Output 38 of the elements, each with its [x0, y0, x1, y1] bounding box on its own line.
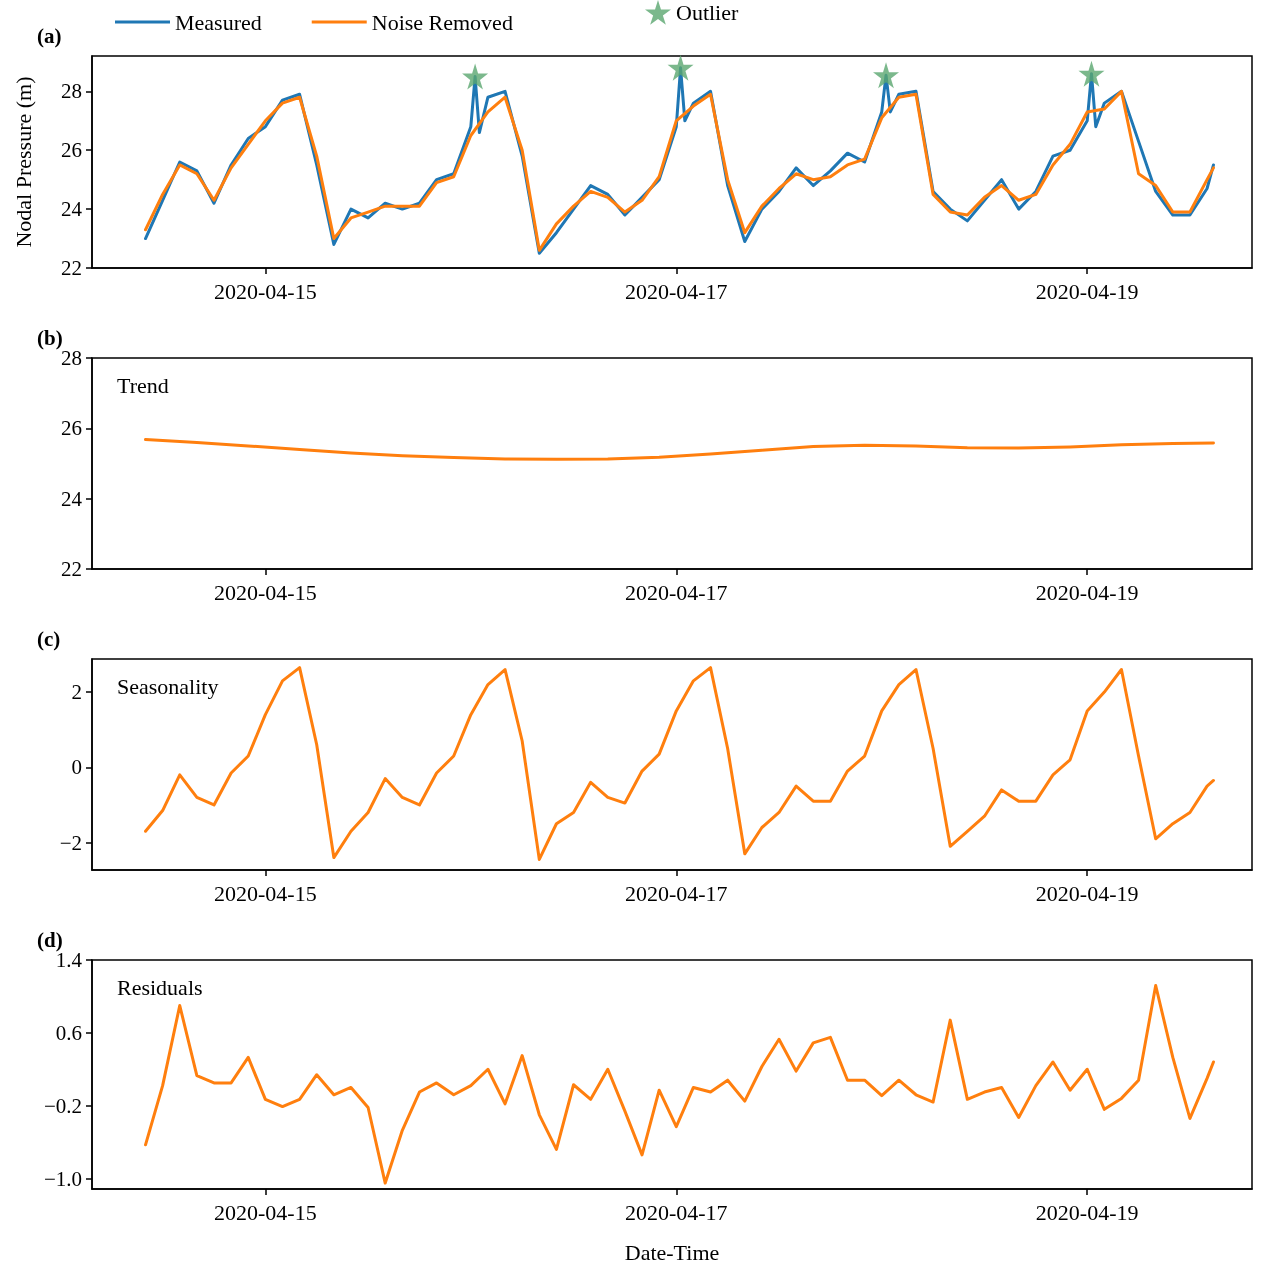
x-tick-label: 2020-04-19 [1035, 278, 1139, 304]
annotation: Residuals [117, 974, 203, 1000]
x-tick-label: 2020-04-17 [624, 1199, 728, 1225]
y-tick-label: 22 [61, 557, 82, 581]
y-tick-label: 2 [71, 680, 82, 705]
x-tick-label: 2020-04-19 [1035, 880, 1139, 906]
y-tick-label: 26 [61, 416, 82, 441]
y-tick-label: 26 [61, 138, 82, 163]
y-axis-title: Nodal Pressure (m) [10, 76, 36, 248]
y-tick-label: 0.6 [55, 1020, 82, 1045]
y-tick-label: 28 [61, 79, 82, 104]
annotation: Trend [117, 372, 169, 398]
legend-label: Outlier [676, 0, 739, 25]
y-tick-label: 28 [61, 346, 82, 370]
y-tick-label: −0.2 [43, 1093, 82, 1118]
x-axis-title: Date-Time [624, 1239, 720, 1265]
x-tick-label: 2020-04-15 [214, 1199, 317, 1225]
chart-title: (c) [37, 626, 61, 651]
y-tick-label: 24 [61, 197, 83, 222]
x-tick-label: 2020-04-19 [1035, 579, 1139, 605]
legend-label: Measured [175, 9, 262, 35]
y-tick-label: −1.0 [43, 1166, 82, 1191]
y-tick-label: 22 [61, 256, 82, 280]
x-tick-label: 2020-04-15 [214, 880, 317, 906]
y-tick-label: 0 [71, 755, 82, 780]
annotation: Seasonality [117, 673, 219, 699]
x-tick-label: 2020-04-15 [214, 579, 317, 605]
chart-title: (a) [37, 23, 62, 48]
x-tick-label: 2020-04-17 [624, 880, 728, 906]
line-series [144, 438, 1215, 461]
x-tick-label: 2020-04-17 [624, 579, 728, 605]
y-tick-label: −2 [59, 830, 82, 855]
x-tick-label: 2020-04-17 [624, 278, 728, 304]
x-tick-label: 2020-04-15 [214, 278, 317, 304]
x-tick-label: 2020-04-19 [1035, 1199, 1139, 1225]
legend-label: Noise Removed [371, 9, 513, 35]
y-tick-label: 24 [61, 486, 83, 511]
chart-title: (b) [37, 325, 63, 350]
